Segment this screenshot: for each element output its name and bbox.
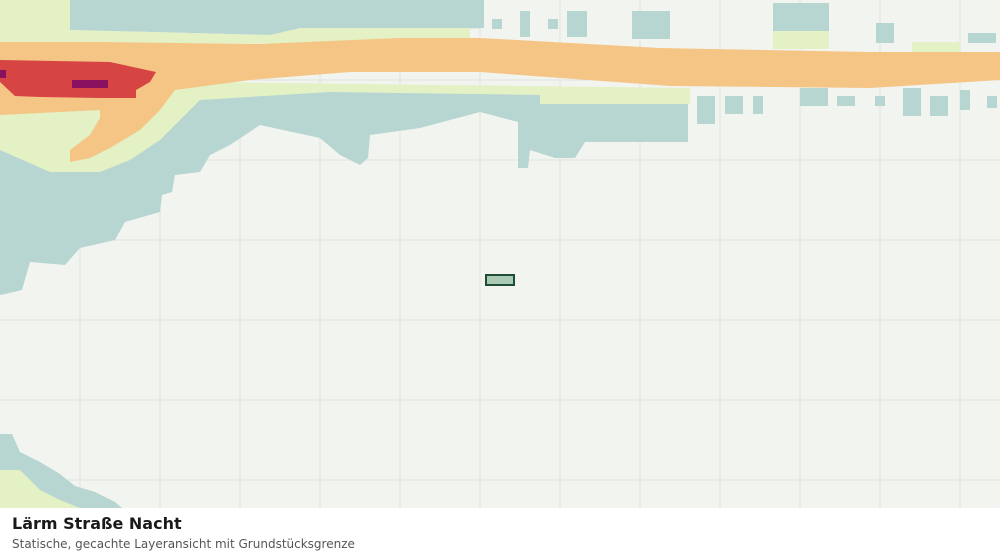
parcel-boundary	[485, 274, 515, 286]
map	[0, 0, 1000, 508]
map-title: Lärm Straße Nacht	[12, 514, 182, 533]
noise-layer	[0, 0, 1000, 508]
map-subtitle: Statische, gecachte Layeransicht mit Gru…	[12, 537, 355, 551]
